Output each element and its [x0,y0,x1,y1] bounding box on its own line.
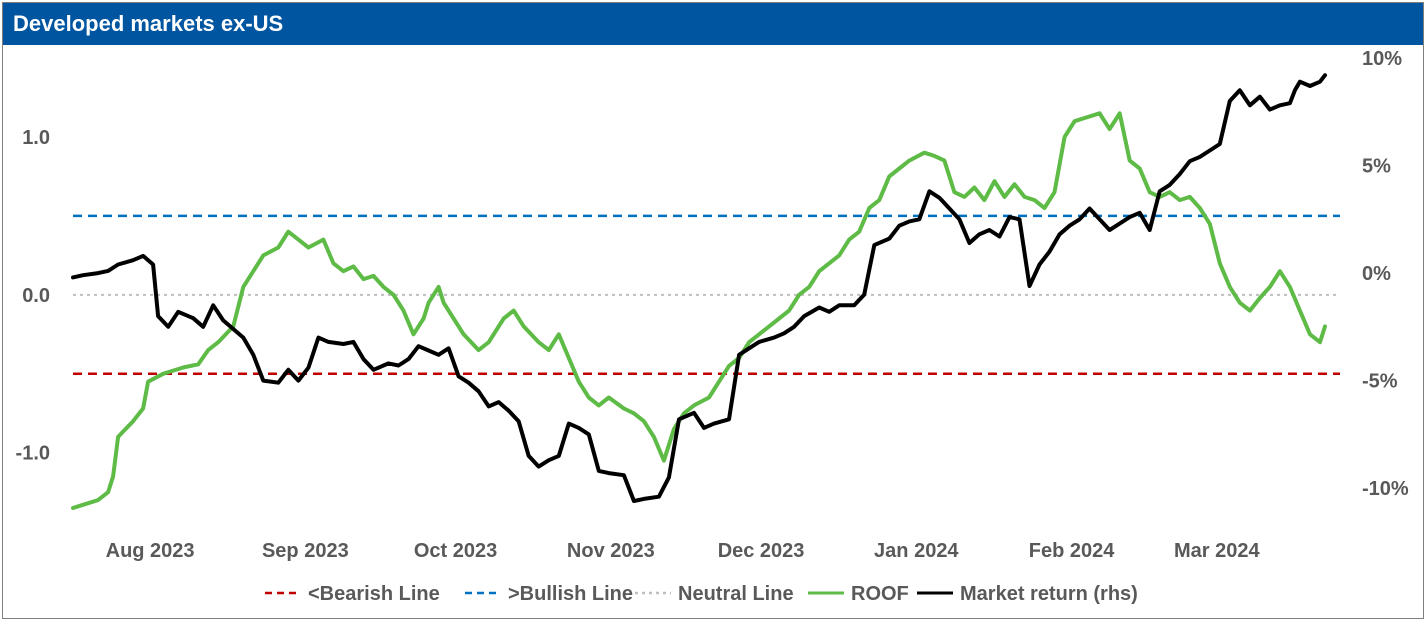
x-axis-tick-label: Feb 2024 [1029,540,1115,562]
left-axis-tick-label: 0.0 [22,285,50,307]
x-axis-tick-label: Mar 2024 [1174,540,1260,562]
x-axis-tick-label: Aug 2023 [106,540,195,562]
legend-label: Neutral Line [678,583,794,605]
x-axis-tick-label: Jan 2024 [874,540,959,562]
title-bar: Developed markets ex-US [3,3,1423,45]
chart-title: Developed markets ex-US [13,11,284,36]
right-axis-tick-label: 5% [1362,156,1391,178]
legend-label: ROOF [851,583,909,605]
x-axis-tick-label: Oct 2023 [414,540,497,562]
right-axis-tick-label: -10% [1362,478,1409,500]
legend-item-3: ROOF [808,583,909,605]
left-axis-tick-label: -1.0 [16,443,50,465]
left-axis-tick-label: 1.0 [22,127,50,149]
right-axis-tick-label: 10% [1362,48,1402,70]
right-axis-tick-label: -5% [1362,371,1398,393]
legend-label: <Bearish Line [308,583,440,605]
right-axis-tick-label: 0% [1362,263,1391,285]
x-axis-tick-label: Nov 2023 [567,540,655,562]
legend-label: Market return (rhs) [960,583,1138,605]
legend-item-1: >Bullish Line [465,583,633,605]
x-axis-tick-label: Sep 2023 [262,540,349,562]
market-return-line [71,73,1327,503]
legend-item-0: <Bearish Line [265,583,440,605]
legend-item-2: Neutral Line [635,583,794,605]
legend-item-4: Market return (rhs) [917,583,1138,605]
legend-label: >Bullish Line [508,583,633,605]
roof-line [71,111,1327,510]
x-axis-tick-label: Dec 2023 [718,540,805,562]
